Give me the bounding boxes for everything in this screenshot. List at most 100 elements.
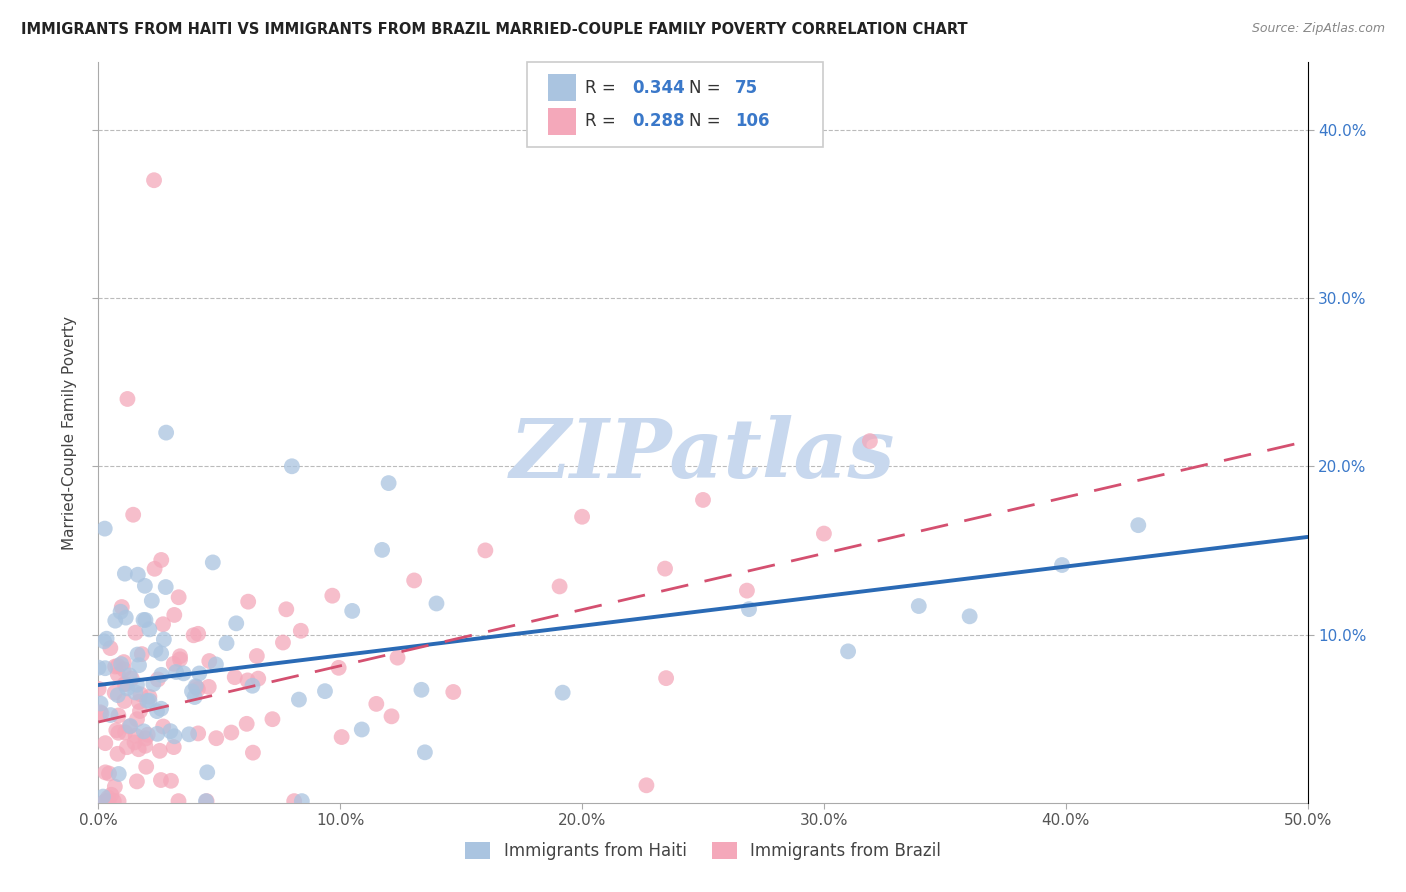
- Point: [138, 690, 160, 704]
- Point: [155, 425, 177, 440]
- Point: [115, 681, 138, 696]
- Point: [738, 602, 761, 616]
- Point: [314, 684, 336, 698]
- Point: [1050, 558, 1073, 572]
- Point: [163, 740, 186, 755]
- Point: [104, 614, 127, 628]
- Point: [169, 652, 191, 666]
- Point: [100, 708, 122, 723]
- Point: [114, 566, 136, 581]
- Point: [169, 649, 191, 664]
- Point: [236, 673, 259, 688]
- Point: [128, 742, 150, 756]
- Point: [125, 729, 148, 743]
- Point: [145, 643, 167, 657]
- Point: [141, 593, 163, 607]
- Point: [474, 543, 496, 558]
- Point: [118, 668, 141, 682]
- Point: [247, 672, 270, 686]
- Point: [1128, 518, 1150, 533]
- Point: [100, 788, 122, 802]
- Point: [184, 679, 207, 693]
- Point: [907, 599, 929, 613]
- Point: [187, 682, 209, 697]
- Point: [105, 723, 128, 738]
- Point: [94, 794, 117, 808]
- Point: [152, 617, 174, 632]
- Point: [110, 657, 132, 672]
- Point: [159, 724, 181, 739]
- Text: N =: N =: [689, 79, 725, 97]
- Point: [97, 790, 120, 805]
- Point: [150, 647, 173, 661]
- Y-axis label: Married-Couple Family Poverty: Married-Couple Family Poverty: [62, 316, 77, 549]
- Point: [242, 679, 264, 693]
- Point: [181, 684, 204, 698]
- Point: [548, 579, 571, 593]
- Point: [246, 648, 269, 663]
- Point: [735, 583, 758, 598]
- Point: [163, 729, 186, 743]
- Point: [124, 735, 146, 749]
- Point: [136, 694, 159, 708]
- Point: [134, 613, 156, 627]
- Point: [104, 659, 127, 673]
- Point: [128, 658, 150, 673]
- Point: [160, 773, 183, 788]
- Point: [117, 392, 139, 406]
- Point: [387, 650, 409, 665]
- Point: [177, 727, 200, 741]
- Point: [291, 794, 314, 808]
- Point: [136, 728, 159, 742]
- Point: [959, 609, 981, 624]
- Point: [107, 659, 129, 673]
- Point: [112, 694, 135, 708]
- Point: [118, 719, 141, 733]
- Point: [90, 706, 112, 721]
- Point: [187, 726, 209, 740]
- Point: [290, 624, 312, 638]
- Point: [142, 677, 165, 691]
- Point: [94, 765, 117, 780]
- Point: [107, 767, 129, 781]
- Point: [122, 508, 145, 522]
- Point: [146, 673, 169, 687]
- Point: [195, 794, 218, 808]
- Point: [173, 666, 195, 681]
- Point: [114, 725, 136, 739]
- Point: [124, 685, 146, 699]
- Point: [104, 686, 127, 700]
- Point: [201, 556, 224, 570]
- Point: [425, 597, 447, 611]
- Point: [114, 610, 136, 624]
- Point: [413, 745, 436, 759]
- Point: [167, 794, 190, 808]
- Point: [276, 602, 298, 616]
- Point: [112, 662, 135, 676]
- Point: [377, 476, 399, 491]
- Point: [283, 794, 305, 808]
- Point: [114, 677, 136, 691]
- Point: [183, 690, 205, 704]
- Point: [404, 574, 426, 588]
- Point: [165, 665, 187, 679]
- Point: [655, 671, 678, 685]
- Point: [121, 672, 143, 686]
- Point: [125, 774, 148, 789]
- Point: [235, 716, 257, 731]
- Point: [93, 634, 115, 648]
- Point: [135, 760, 157, 774]
- Point: [149, 772, 172, 787]
- Point: [281, 459, 304, 474]
- Point: [194, 794, 217, 808]
- Text: ZIPatlas: ZIPatlas: [510, 415, 896, 495]
- Point: [441, 685, 464, 699]
- Point: [366, 697, 388, 711]
- Point: [90, 697, 112, 711]
- Point: [112, 655, 135, 669]
- Point: [636, 778, 658, 792]
- Point: [94, 794, 117, 808]
- Point: [107, 725, 129, 739]
- Point: [124, 625, 146, 640]
- Point: [138, 623, 160, 637]
